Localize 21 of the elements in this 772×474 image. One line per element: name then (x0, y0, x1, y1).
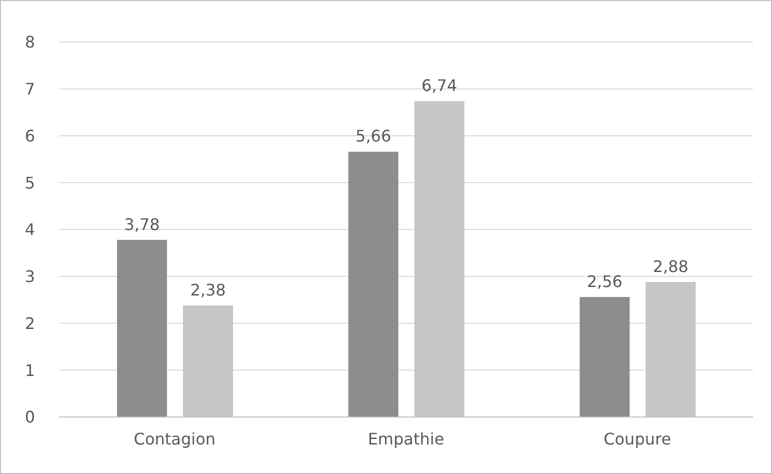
y-tick-label: 8 (24, 32, 35, 52)
bar (117, 240, 167, 417)
data-label: 3,78 (124, 214, 160, 234)
y-tick-label: 3 (24, 267, 35, 286)
x-tick-label: Empathie (368, 429, 444, 448)
bar (580, 297, 630, 417)
y-tick-label: 5 (24, 173, 35, 192)
data-label: 2,56 (586, 272, 622, 291)
x-tick-label: Contagion (134, 429, 216, 448)
y-tick-label: 2 (24, 314, 35, 333)
data-label: 2,38 (190, 280, 226, 300)
bar (348, 152, 398, 417)
data-label: 2,88 (652, 257, 688, 276)
x-tick-label: Coupure (604, 429, 672, 448)
y-tick-label: 6 (24, 126, 35, 146)
data-label: 5,66 (356, 126, 392, 146)
y-tick-label: 4 (24, 220, 35, 240)
data-label: 6,74 (422, 76, 458, 96)
y-tick-label: 1 (24, 360, 35, 380)
y-tick-label: 7 (24, 80, 35, 99)
y-tick-label: 0 (24, 408, 35, 427)
